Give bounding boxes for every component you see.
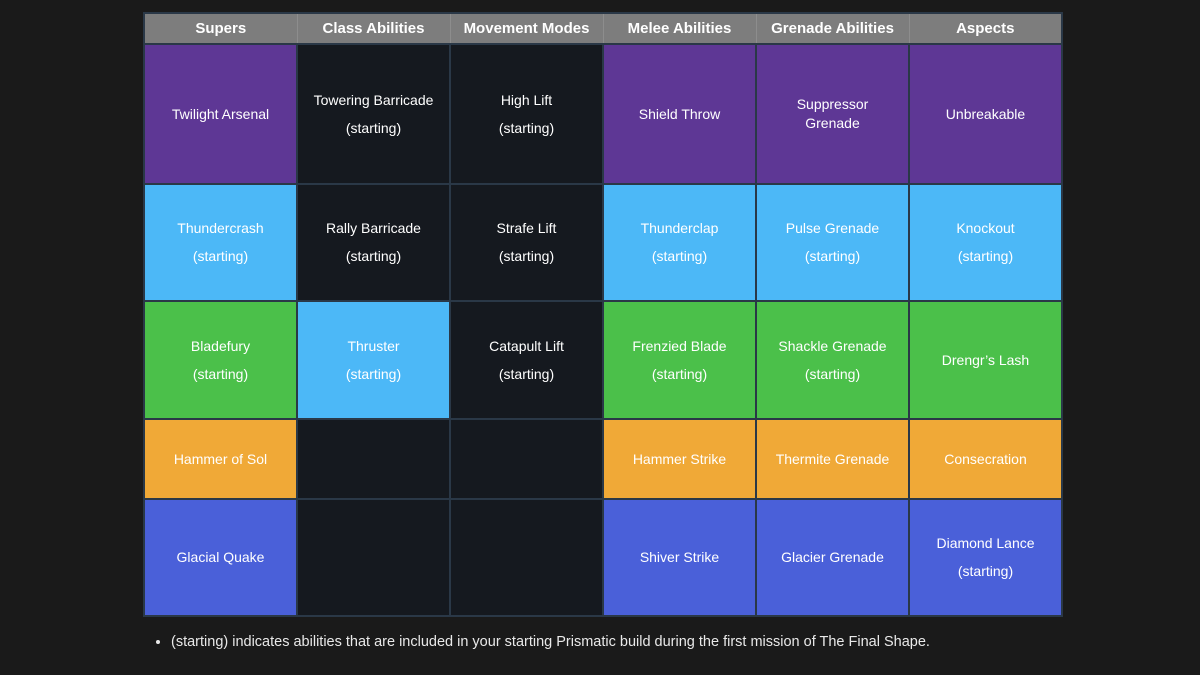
ability-cell: Consecration	[908, 418, 1063, 500]
ability-text: Bladefury	[190, 337, 251, 354]
header-row: Supers Class Abilities Movement Modes Melee…	[143, 12, 1063, 45]
ability-text: (starting)	[498, 365, 555, 382]
empty-cell	[449, 418, 604, 500]
ability-text: Thermite Grenade	[775, 450, 890, 467]
ability-cell: Shiver Strike	[602, 498, 757, 617]
ability-text: Catapult Lift	[489, 337, 564, 354]
ability-text: Twilight Arsenal	[171, 105, 270, 122]
ability-text: Rally Barricade	[326, 220, 421, 236]
ability-text: (starting)	[498, 248, 555, 264]
table-body: Twilight Arsenal Towering Barricade (start…	[143, 43, 1063, 617]
ability-text: (starting)	[651, 365, 708, 382]
ability-cell: High Lift (starting)	[449, 43, 604, 185]
footnote: (starting) indicates abilities that are …	[171, 633, 1063, 652]
empty-cell	[296, 418, 451, 500]
ability-text: Diamond Lance	[936, 535, 1035, 551]
ability-cell: Thermite Grenade	[755, 418, 910, 500]
ability-cell: Glacial Quake	[143, 498, 298, 617]
prismatic-abilities-table: Supers Class Abilities Movement Modes Melee…	[143, 12, 1063, 617]
ability-text: (starting)	[957, 248, 1014, 264]
ability-text: (starting)	[192, 365, 249, 382]
column-header-melee-abilities: Melee Abilities	[602, 12, 757, 45]
ability-text: (starting)	[804, 248, 861, 264]
ability-cell: Towering Barricade (starting)	[296, 43, 451, 185]
ability-text: Glacier Grenade	[781, 549, 884, 565]
column-header-grenade-abilities: Grenade Abilities	[755, 12, 910, 45]
ability-cell: Catapult Lift (starting)	[449, 300, 604, 420]
table-row: Bladefury (starting) Thruster (starting) Cat…	[143, 300, 1063, 420]
ability-text: Suppressor Grenade	[796, 96, 869, 131]
ability-cell: Shackle Grenade (starting)	[755, 300, 910, 420]
ability-text: (starting)	[192, 248, 249, 264]
ability-text: Shiver Strike	[639, 549, 720, 565]
ability-text: (starting)	[345, 365, 402, 382]
ability-cell: Suppressor Grenade	[755, 43, 910, 185]
table-header: Supers Class Abilities Movement Modes Melee…	[143, 12, 1063, 45]
table-row: Thundercrash (starting) Rally Barricade (st…	[143, 183, 1063, 302]
table-row: Glacial Quake Shiver Strike Glacier Grenad…	[143, 498, 1063, 617]
ability-text: Unbreakable	[945, 105, 1026, 122]
ability-cell: Glacier Grenade	[755, 498, 910, 617]
ability-text: Glacial Quake	[176, 549, 265, 565]
ability-cell: Diamond Lance (starting)	[908, 498, 1063, 617]
ability-cell: Thundercrash (starting)	[143, 183, 298, 302]
ability-text: Knockout	[956, 220, 1015, 236]
ability-text: Strafe Lift	[496, 220, 557, 236]
ability-text: (starting)	[345, 248, 402, 264]
ability-text: Thundercrash	[177, 220, 264, 236]
ability-text: (starting)	[651, 248, 708, 264]
ability-cell: Unbreakable	[908, 43, 1063, 185]
notes-list: (starting) indicates abilities that are …	[143, 633, 1063, 652]
ability-text: Hammer of Sol	[173, 450, 268, 467]
ability-text: Towering Barricade	[313, 91, 434, 108]
ability-cell: Strafe Lift (starting)	[449, 183, 604, 302]
ability-text: Shackle Grenade	[778, 337, 887, 354]
ability-cell: Pulse Grenade (starting)	[755, 183, 910, 302]
ability-text: High Lift	[500, 91, 553, 108]
ability-text: Consecration	[944, 450, 1027, 467]
empty-cell	[296, 498, 451, 617]
ability-text: (starting)	[804, 365, 861, 382]
column-header-class-abilities: Class Abilities	[296, 12, 451, 45]
ability-text: Pulse Grenade	[785, 220, 880, 236]
ability-cell: Thunderclap (starting)	[602, 183, 757, 302]
ability-cell: Shield Throw	[602, 43, 757, 185]
column-header-aspects: Aspects	[908, 12, 1063, 45]
ability-cell: Hammer Strike	[602, 418, 757, 500]
ability-text: (starting)	[957, 563, 1014, 579]
ability-cell: Frenzied Blade (starting)	[602, 300, 757, 420]
ability-text: Thunderclap	[640, 220, 719, 236]
ability-text: Hammer Strike	[632, 450, 727, 467]
ability-cell: Rally Barricade (starting)	[296, 183, 451, 302]
ability-text: Shield Throw	[638, 105, 721, 122]
ability-text: (starting)	[345, 119, 402, 136]
empty-cell	[449, 498, 604, 617]
ability-cell: Bladefury (starting)	[143, 300, 298, 420]
ability-text: (starting)	[498, 119, 555, 136]
ability-cell: Drengr’s Lash	[908, 300, 1063, 420]
page-content: Supers Class Abilities Movement Modes Melee…	[143, 0, 1063, 652]
table-row: Twilight Arsenal Towering Barricade (start…	[143, 43, 1063, 185]
ability-cell: Twilight Arsenal	[143, 43, 298, 185]
column-header-movement-modes: Movement Modes	[449, 12, 604, 45]
ability-text: Thruster	[347, 337, 400, 354]
column-header-supers: Supers	[143, 12, 298, 45]
ability-cell: Hammer of Sol	[143, 418, 298, 500]
ability-text: Drengr’s Lash	[941, 351, 1030, 368]
ability-cell: Knockout (starting)	[908, 183, 1063, 302]
ability-cell: Thruster (starting)	[296, 300, 451, 420]
ability-text: Frenzied Blade	[632, 337, 727, 354]
table-row: Hammer of Sol Hammer Strike Thermite Grena…	[143, 418, 1063, 500]
